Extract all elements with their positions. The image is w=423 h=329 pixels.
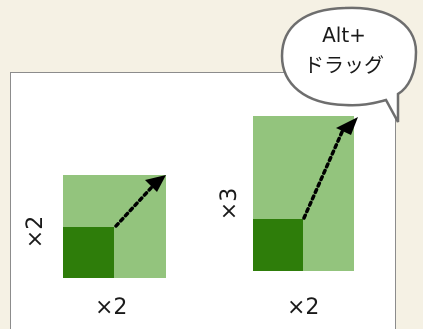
original-rect-left (63, 227, 114, 278)
height-label-left: ×2 (23, 215, 49, 249)
bubble-line-1: Alt+ (322, 23, 366, 47)
height-label-right: ×3 (217, 187, 243, 221)
original-rect-right (253, 219, 303, 271)
bubble-label: Alt+ ドラッグ (284, 20, 404, 80)
width-label-right: ×2 (287, 295, 320, 320)
bubble-line-2: ドラッグ (304, 53, 384, 77)
width-label-left: ×2 (95, 295, 128, 320)
